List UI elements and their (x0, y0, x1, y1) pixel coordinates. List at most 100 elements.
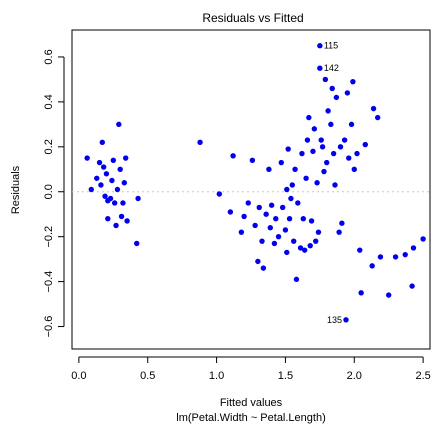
data-point-27 (216, 191, 223, 197)
data-point-23 (124, 218, 130, 224)
data-point-33 (249, 157, 256, 163)
data-point-18 (117, 166, 123, 172)
y-tick-label-3: 0.0 (43, 184, 55, 199)
x-axis-label: Fitted values (220, 397, 283, 409)
data-point-4 (98, 182, 104, 188)
data-point-63 (303, 175, 309, 181)
data-point-80 (325, 108, 331, 114)
data-point-74 (317, 65, 323, 71)
data-point-69 (311, 126, 318, 132)
data-point-91 (344, 90, 351, 96)
y-tick-label-2: −0.2 (43, 226, 55, 248)
data-point-0 (84, 155, 90, 161)
y-tick-label-6: 0.6 (43, 49, 55, 64)
x-axis: 0.0 0.5 1.0 1.5 2.0 2.5 (71, 356, 431, 382)
data-point-55 (290, 238, 297, 244)
data-point-19 (118, 213, 125, 220)
data-point-75 (318, 137, 324, 143)
data-point-83 (330, 150, 337, 157)
data-point-12 (109, 177, 115, 184)
data-point-2 (94, 175, 100, 181)
data-point-47 (279, 204, 286, 211)
x-tick-label-0: 0.0 (71, 370, 86, 382)
data-point-58 (295, 200, 301, 206)
data-point-32 (245, 200, 251, 206)
data-point-34 (252, 222, 258, 229)
data-point-78 (322, 76, 329, 83)
data-point-100 (369, 263, 375, 269)
data-point-42 (268, 202, 275, 208)
data-point-107 (409, 283, 415, 289)
data-point-38 (260, 265, 267, 271)
plot-frame (71, 29, 431, 350)
data-point-3 (96, 159, 103, 166)
data-point-39 (263, 211, 269, 217)
data-point-57 (293, 276, 300, 283)
data-point-15 (113, 222, 119, 229)
y-tick-label-4: 0.2 (43, 139, 55, 154)
y-axis-label: Residuals (10, 165, 22, 214)
data-point-109 (420, 236, 426, 242)
data-points (84, 43, 426, 323)
data-point-7 (102, 193, 108, 199)
data-point-54 (289, 182, 296, 188)
data-point-44 (273, 216, 279, 222)
data-point-52 (286, 216, 293, 222)
data-point-77 (321, 168, 327, 175)
data-point-98 (358, 290, 364, 296)
data-point-17 (116, 121, 122, 128)
data-point-24 (134, 240, 140, 247)
y-tick-label-0: −0.6 (43, 316, 55, 338)
data-point-65 (306, 114, 312, 121)
data-point-84 (332, 182, 338, 188)
data-point-16 (114, 186, 121, 193)
data-point-60 (299, 150, 305, 157)
point-label-142: 142 (324, 63, 339, 73)
data-point-21 (121, 180, 128, 186)
data-point-79 (324, 159, 330, 166)
data-point-106 (402, 251, 408, 258)
data-point-28 (227, 209, 234, 215)
data-point-37 (259, 238, 265, 244)
data-point-70 (313, 238, 319, 244)
data-point-92 (346, 155, 352, 161)
data-point-86 (336, 229, 342, 235)
data-point-81 (328, 121, 334, 128)
data-point-96 (354, 150, 360, 157)
data-point-72 (315, 229, 322, 235)
x-tick-label-2: 1.0 (209, 370, 224, 382)
data-point-5 (99, 139, 105, 146)
data-point-94 (350, 78, 356, 85)
data-point-76 (319, 144, 326, 150)
data-point-14 (111, 200, 118, 206)
data-point-56 (292, 166, 298, 172)
data-point-20 (120, 200, 126, 206)
data-point-85 (333, 94, 340, 101)
data-point-51 (285, 146, 291, 152)
data-point-31 (241, 213, 247, 220)
data-point-40 (266, 166, 272, 172)
data-point-59 (297, 245, 304, 251)
data-point-35 (255, 258, 261, 265)
data-point-62 (302, 247, 308, 253)
data-point-89 (341, 137, 348, 143)
data-point-93 (348, 121, 355, 128)
data-point-99 (362, 141, 368, 148)
data-point-36 (256, 204, 262, 211)
data-point-101 (370, 105, 377, 112)
data-point-71 (314, 180, 320, 186)
data-point-95 (351, 166, 357, 172)
data-point-61 (300, 216, 307, 222)
data-point-102 (374, 114, 381, 121)
data-point-30 (238, 229, 245, 235)
data-point-49 (284, 186, 290, 193)
data-point-46 (278, 159, 284, 166)
data-point-8 (103, 171, 110, 177)
data-point-73 (317, 43, 323, 49)
data-point-50 (284, 249, 290, 256)
x-axis-subtitle: lm(Petal.Width ~ Petal.Length) (176, 412, 326, 424)
data-point-48 (282, 227, 289, 233)
data-point-82 (329, 85, 335, 92)
data-point-67 (308, 218, 315, 224)
